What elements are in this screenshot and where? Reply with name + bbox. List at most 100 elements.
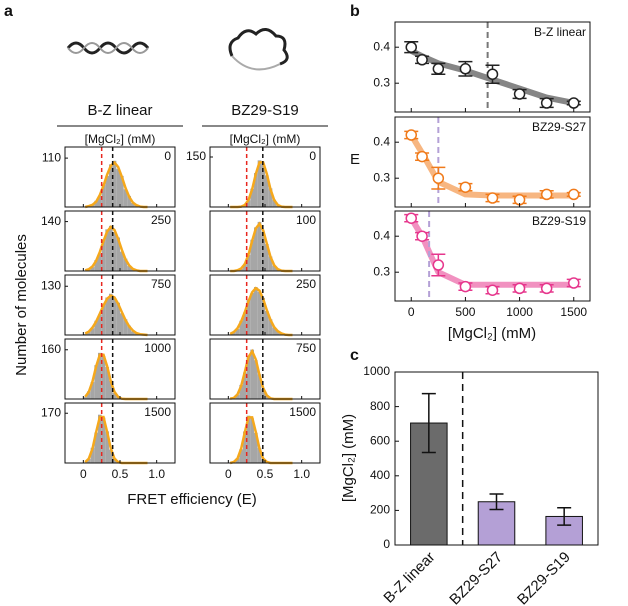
hist-bar — [123, 258, 128, 271]
hist-bar — [101, 417, 106, 463]
hist-bar — [272, 265, 276, 271]
hist-bar — [98, 195, 102, 207]
hist-bar — [246, 255, 251, 271]
hist-bar — [131, 203, 135, 207]
data-point — [568, 97, 580, 109]
hist-bar — [116, 168, 120, 207]
panel-annotation: 750 — [151, 277, 171, 291]
hist-bar — [105, 297, 109, 335]
hist-bar — [246, 200, 251, 207]
hist-bar — [276, 330, 280, 335]
hist-bar — [265, 395, 269, 399]
panel-frame — [394, 210, 591, 302]
hist-bar — [127, 266, 131, 271]
panel-annotation: 1000 — [144, 341, 171, 355]
hist-bar — [239, 268, 243, 271]
fit-line — [408, 133, 574, 199]
hist-bar — [120, 251, 124, 271]
hist-bar — [254, 432, 258, 463]
y-tick-label: 170 — [41, 405, 61, 419]
x-tick-label: 1000 — [506, 305, 533, 319]
annotation-title: [MgCl₂] (mM) — [230, 132, 301, 146]
hist-bar — [112, 298, 117, 335]
hist-bar — [261, 297, 265, 335]
data-point — [540, 282, 553, 295]
y-tick-label: 110 — [42, 150, 61, 164]
y-tick-label: 0.4 — [373, 39, 390, 53]
dna-loop — [231, 55, 281, 71]
hist-bar — [243, 312, 247, 335]
x-tick-label: 0.5 — [257, 467, 274, 481]
hist-bar — [239, 449, 243, 463]
y-tick-label: 0.3 — [373, 264, 390, 278]
fit-curve — [84, 225, 148, 273]
hist-bar — [250, 239, 254, 271]
x-tick-label: 0 — [408, 305, 415, 319]
data-point — [540, 97, 553, 109]
hist-bar — [101, 184, 106, 207]
panel-annotation: 0 — [309, 149, 316, 163]
panel-frame — [394, 21, 591, 113]
series-name: BZ29-S27 — [532, 120, 586, 134]
hist-bar — [131, 331, 135, 335]
x-axis-label: FRET efficiency (E) — [127, 491, 256, 508]
panel-annotation: 0 — [164, 149, 171, 163]
dna-helix — [67, 42, 149, 54]
hist-bar — [127, 325, 131, 335]
hist-bar — [268, 256, 273, 271]
hist-bar — [112, 232, 117, 271]
y-tick-label: 0.3 — [373, 75, 390, 89]
hist-bar — [116, 237, 120, 271]
x-tick-label: 1.0 — [293, 467, 310, 481]
hist-bar — [268, 319, 273, 335]
hist-bar — [109, 293, 113, 335]
y-axis-label: Number of molecules — [13, 234, 30, 376]
hist-bar — [105, 431, 109, 463]
hist-bar — [83, 333, 87, 335]
hist-bar — [257, 221, 262, 271]
hist-bar — [254, 227, 258, 271]
hist-bar — [90, 328, 95, 335]
x-tick-label: 1500 — [560, 305, 587, 319]
hist-bar — [243, 263, 247, 271]
data-point — [432, 259, 445, 271]
hist-bar — [94, 365, 98, 399]
dna-helix — [66, 41, 150, 55]
hist-bar — [94, 260, 98, 271]
data-point — [432, 63, 445, 75]
hist-bar — [127, 195, 131, 207]
data-point — [416, 150, 428, 163]
hist-bar — [109, 449, 113, 463]
hist-bar — [101, 304, 106, 335]
hist-bar — [235, 394, 240, 399]
hist-bar — [257, 291, 262, 335]
error-bar — [557, 507, 572, 526]
series-name: B-Z linear — [534, 25, 586, 39]
hist-bar — [235, 329, 240, 335]
data-point — [416, 54, 428, 66]
panel-annotation: 1500 — [144, 405, 171, 419]
hist-bar — [250, 188, 254, 207]
hist-bar — [83, 397, 87, 399]
data-point — [432, 172, 445, 184]
hist-bar — [246, 415, 251, 463]
y-tick-label: 0.4 — [373, 228, 390, 242]
panel-label: c — [350, 347, 359, 364]
hist-bar — [116, 302, 120, 335]
panel-label: b — [350, 3, 360, 20]
error-bar — [489, 493, 504, 511]
x-tick-label: 1.0 — [148, 467, 165, 481]
fit-curve — [84, 294, 148, 337]
data-point — [405, 129, 417, 141]
hist-bar — [120, 175, 124, 207]
data-point — [513, 282, 526, 295]
hist-bar — [246, 299, 251, 335]
hist-bar — [246, 355, 251, 399]
hist-bar — [105, 367, 109, 399]
hist-bar — [94, 320, 98, 335]
hist-bar — [120, 313, 124, 335]
hist-bar — [105, 229, 109, 271]
hist-bar — [123, 319, 128, 335]
